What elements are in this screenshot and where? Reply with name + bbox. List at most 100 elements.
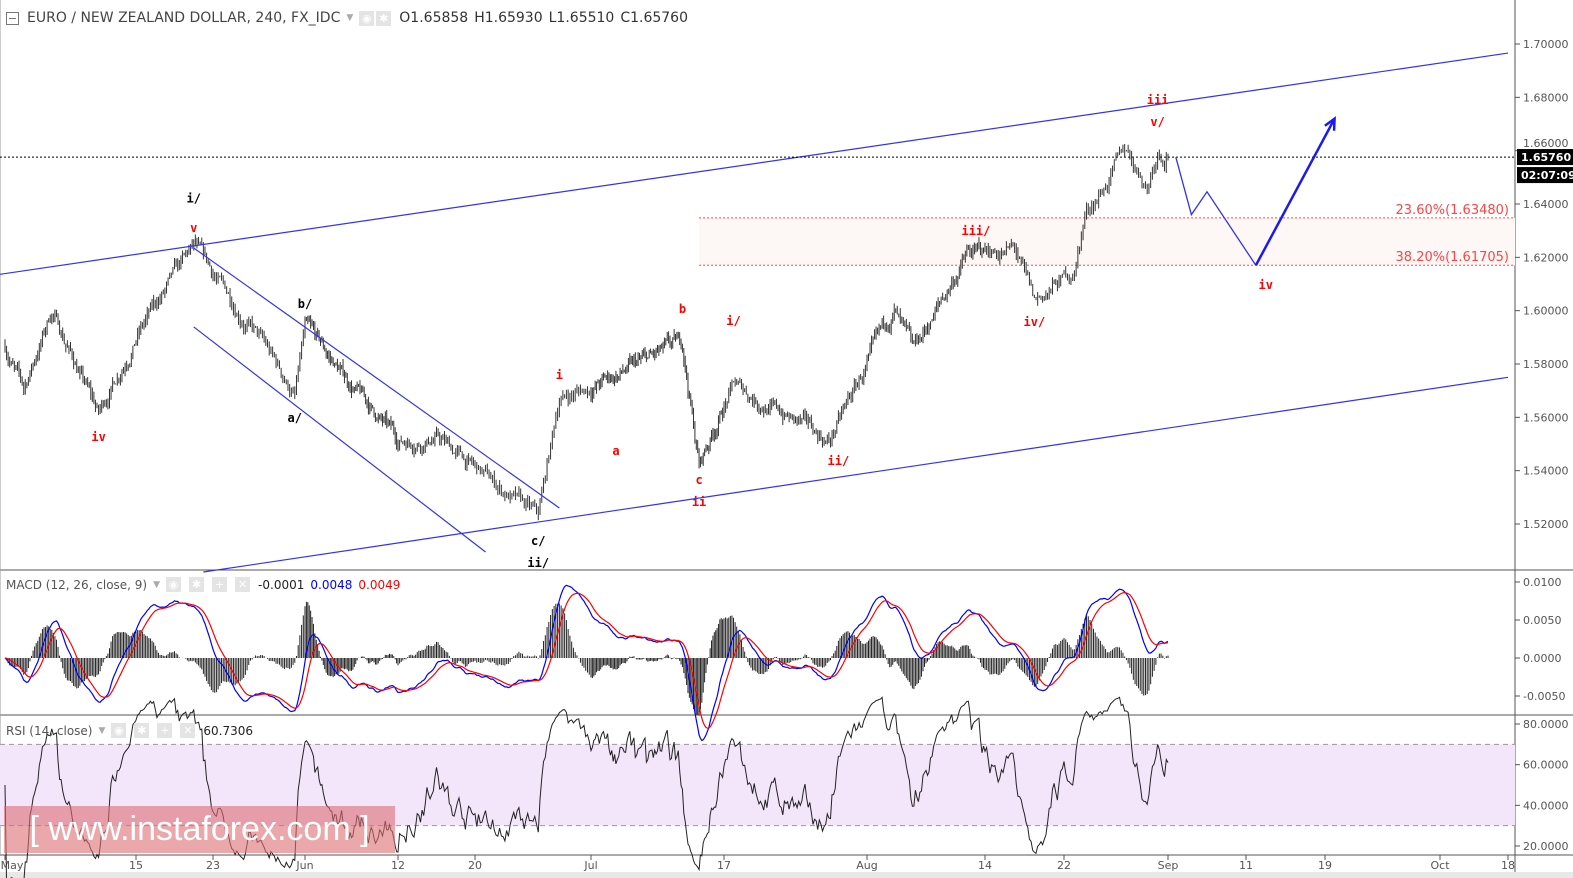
- macd-signal-line: [4, 591, 1169, 729]
- price-tick-label: 1.62000: [1523, 251, 1569, 264]
- date-tick-label: Jul: [583, 859, 597, 872]
- wave-label: iii: [1147, 93, 1169, 107]
- eye-icon[interactable]: ◉: [166, 577, 182, 592]
- price-tick-label: 1.56000: [1523, 411, 1569, 424]
- last-price-box: [1517, 149, 1573, 166]
- macd-legend: MACD (12, 26, close, 9) ▼ ◉ ✱ + ✕ -0.0001 0…: [6, 577, 400, 592]
- wave-label: a/: [288, 411, 302, 425]
- price-tick-label: 1.58000: [1523, 358, 1569, 371]
- rsi-tick-label: 20.0000: [1523, 840, 1569, 853]
- wave-label: i/: [726, 314, 740, 328]
- wave-label: iv: [1259, 278, 1273, 292]
- chevron-down-icon[interactable]: ▼: [153, 579, 161, 590]
- plus-icon[interactable]: +: [212, 577, 228, 592]
- symbol-title[interactable]: EURO / NEW ZEALAND DOLLAR, 240, FX_IDC: [27, 10, 341, 26]
- macd-signal-value: 0.0049: [358, 577, 401, 592]
- date-tick-label: 22: [1057, 859, 1071, 872]
- wave-label: v/: [1150, 115, 1164, 129]
- gear-icon[interactable]: ✱: [134, 723, 150, 738]
- date-tick-label: Jun: [295, 859, 313, 872]
- rsi-legend: RSI (14, close) ▼ ◉ ✱ + ✕ 60.7306: [6, 723, 253, 738]
- channel-line: [193, 326, 486, 553]
- wave-label: v: [190, 221, 197, 235]
- last-price-label: 1.65760: [1521, 151, 1571, 164]
- date-tick-label: 15: [129, 859, 143, 872]
- wave-label: c/: [531, 534, 545, 548]
- date-tick-label: Sep: [1158, 859, 1179, 872]
- macd-hist-value: -0.0001: [258, 577, 305, 592]
- rsi-title[interactable]: RSI (14, close): [6, 723, 93, 738]
- wave-label: b/: [298, 297, 312, 311]
- instaforex-watermark: [ www.instaforex.com ]: [4, 806, 395, 853]
- macd-tick-label: -0.0050: [1523, 690, 1565, 703]
- rsi-line: [4, 696, 1169, 878]
- price-tick-label: 1.52000: [1523, 518, 1569, 531]
- macd-value: 0.0048: [310, 577, 353, 592]
- wave-label: c: [695, 473, 702, 487]
- channel-line: [193, 247, 560, 509]
- wave-label: ii/: [828, 454, 850, 468]
- ohlc-open: O1.65858: [399, 10, 469, 26]
- gear-icon[interactable]: ✱: [376, 10, 392, 26]
- plus-icon[interactable]: +: [157, 723, 173, 738]
- date-tick-label: Oct: [1430, 859, 1450, 872]
- date-tick-label: 19: [1318, 859, 1332, 872]
- price-bars: [4, 144, 1169, 521]
- macd-tick-label: 0.0100: [1523, 576, 1562, 589]
- countdown-box: [1517, 167, 1573, 184]
- wave-label: b: [679, 302, 686, 316]
- chevron-down-icon[interactable]: ▼: [98, 725, 106, 736]
- macd-line: [4, 584, 1169, 742]
- horizontal-scrollbar[interactable]: [0, 872, 1573, 878]
- countdown-label: 02:07:09: [1521, 169, 1573, 182]
- eye-icon[interactable]: ◉: [111, 723, 127, 738]
- wave-label: ii: [692, 495, 706, 509]
- close-icon[interactable]: ✕: [235, 577, 251, 592]
- date-tick-label: 23: [206, 859, 220, 872]
- rsi-tick-label: 80.0000: [1523, 718, 1569, 731]
- projection-arrow: [1254, 118, 1336, 266]
- collapse-icon[interactable]: [6, 11, 19, 25]
- wave-label: iv/: [1024, 315, 1046, 329]
- wave-label: a: [612, 444, 619, 458]
- gear-icon[interactable]: ✱: [189, 577, 205, 592]
- ohlc-low: L1.65510: [548, 10, 615, 26]
- date-tick-label: Aug: [856, 859, 877, 872]
- rsi-value: 60.7306: [203, 723, 254, 738]
- date-tick-label: 11: [1239, 859, 1253, 872]
- chevron-down-icon[interactable]: ▼: [346, 13, 354, 23]
- main-legend: EURO / NEW ZEALAND DOLLAR, 240, FX_IDC ▼…: [6, 10, 688, 26]
- fib-zone: [699, 217, 1515, 266]
- projection-path: [1175, 156, 1257, 266]
- macd-tick-label: 0.0050: [1523, 614, 1562, 627]
- wave-label: iv: [91, 430, 105, 444]
- macd-histogram: [6, 601, 1169, 716]
- ohlc-close: C1.65760: [620, 10, 688, 26]
- macd-tick-label: 0.0000: [1523, 652, 1562, 665]
- channel-line: [203, 376, 1509, 573]
- price-tick-label: 1.60000: [1523, 305, 1569, 318]
- rsi-tick-label: 40.0000: [1523, 799, 1569, 812]
- date-tick-label: 18: [1501, 859, 1515, 872]
- date-tick-label: 17: [717, 859, 731, 872]
- channel-line: [0, 52, 1509, 275]
- price-tick-label: 1.54000: [1523, 465, 1569, 478]
- eye-icon[interactable]: ◉: [359, 10, 375, 26]
- date-tick-label: 14: [978, 859, 992, 872]
- fib-level-label: 23.60%(1.63480): [1396, 203, 1509, 218]
- date-tick-label: 20: [468, 859, 482, 872]
- date-tick-label: 12: [391, 859, 405, 872]
- price-tick-label: 1.64000: [1523, 198, 1569, 211]
- macd-title[interactable]: MACD (12, 26, close, 9): [6, 577, 148, 592]
- fib-level-label: 38.20%(1.61705): [1396, 250, 1509, 265]
- price-tick-label: 1.70000: [1523, 38, 1569, 51]
- wave-label: iii/: [961, 224, 990, 238]
- arrow-head-icon: [1324, 116, 1336, 131]
- ohlc-high: H1.65930: [474, 10, 543, 26]
- wave-label: i/: [187, 192, 201, 206]
- date-tick-label: May: [1, 859, 24, 872]
- close-icon[interactable]: ✕: [180, 723, 196, 738]
- price-tick-label: 1.68000: [1523, 91, 1569, 104]
- rsi-tick-label: 60.0000: [1523, 759, 1569, 772]
